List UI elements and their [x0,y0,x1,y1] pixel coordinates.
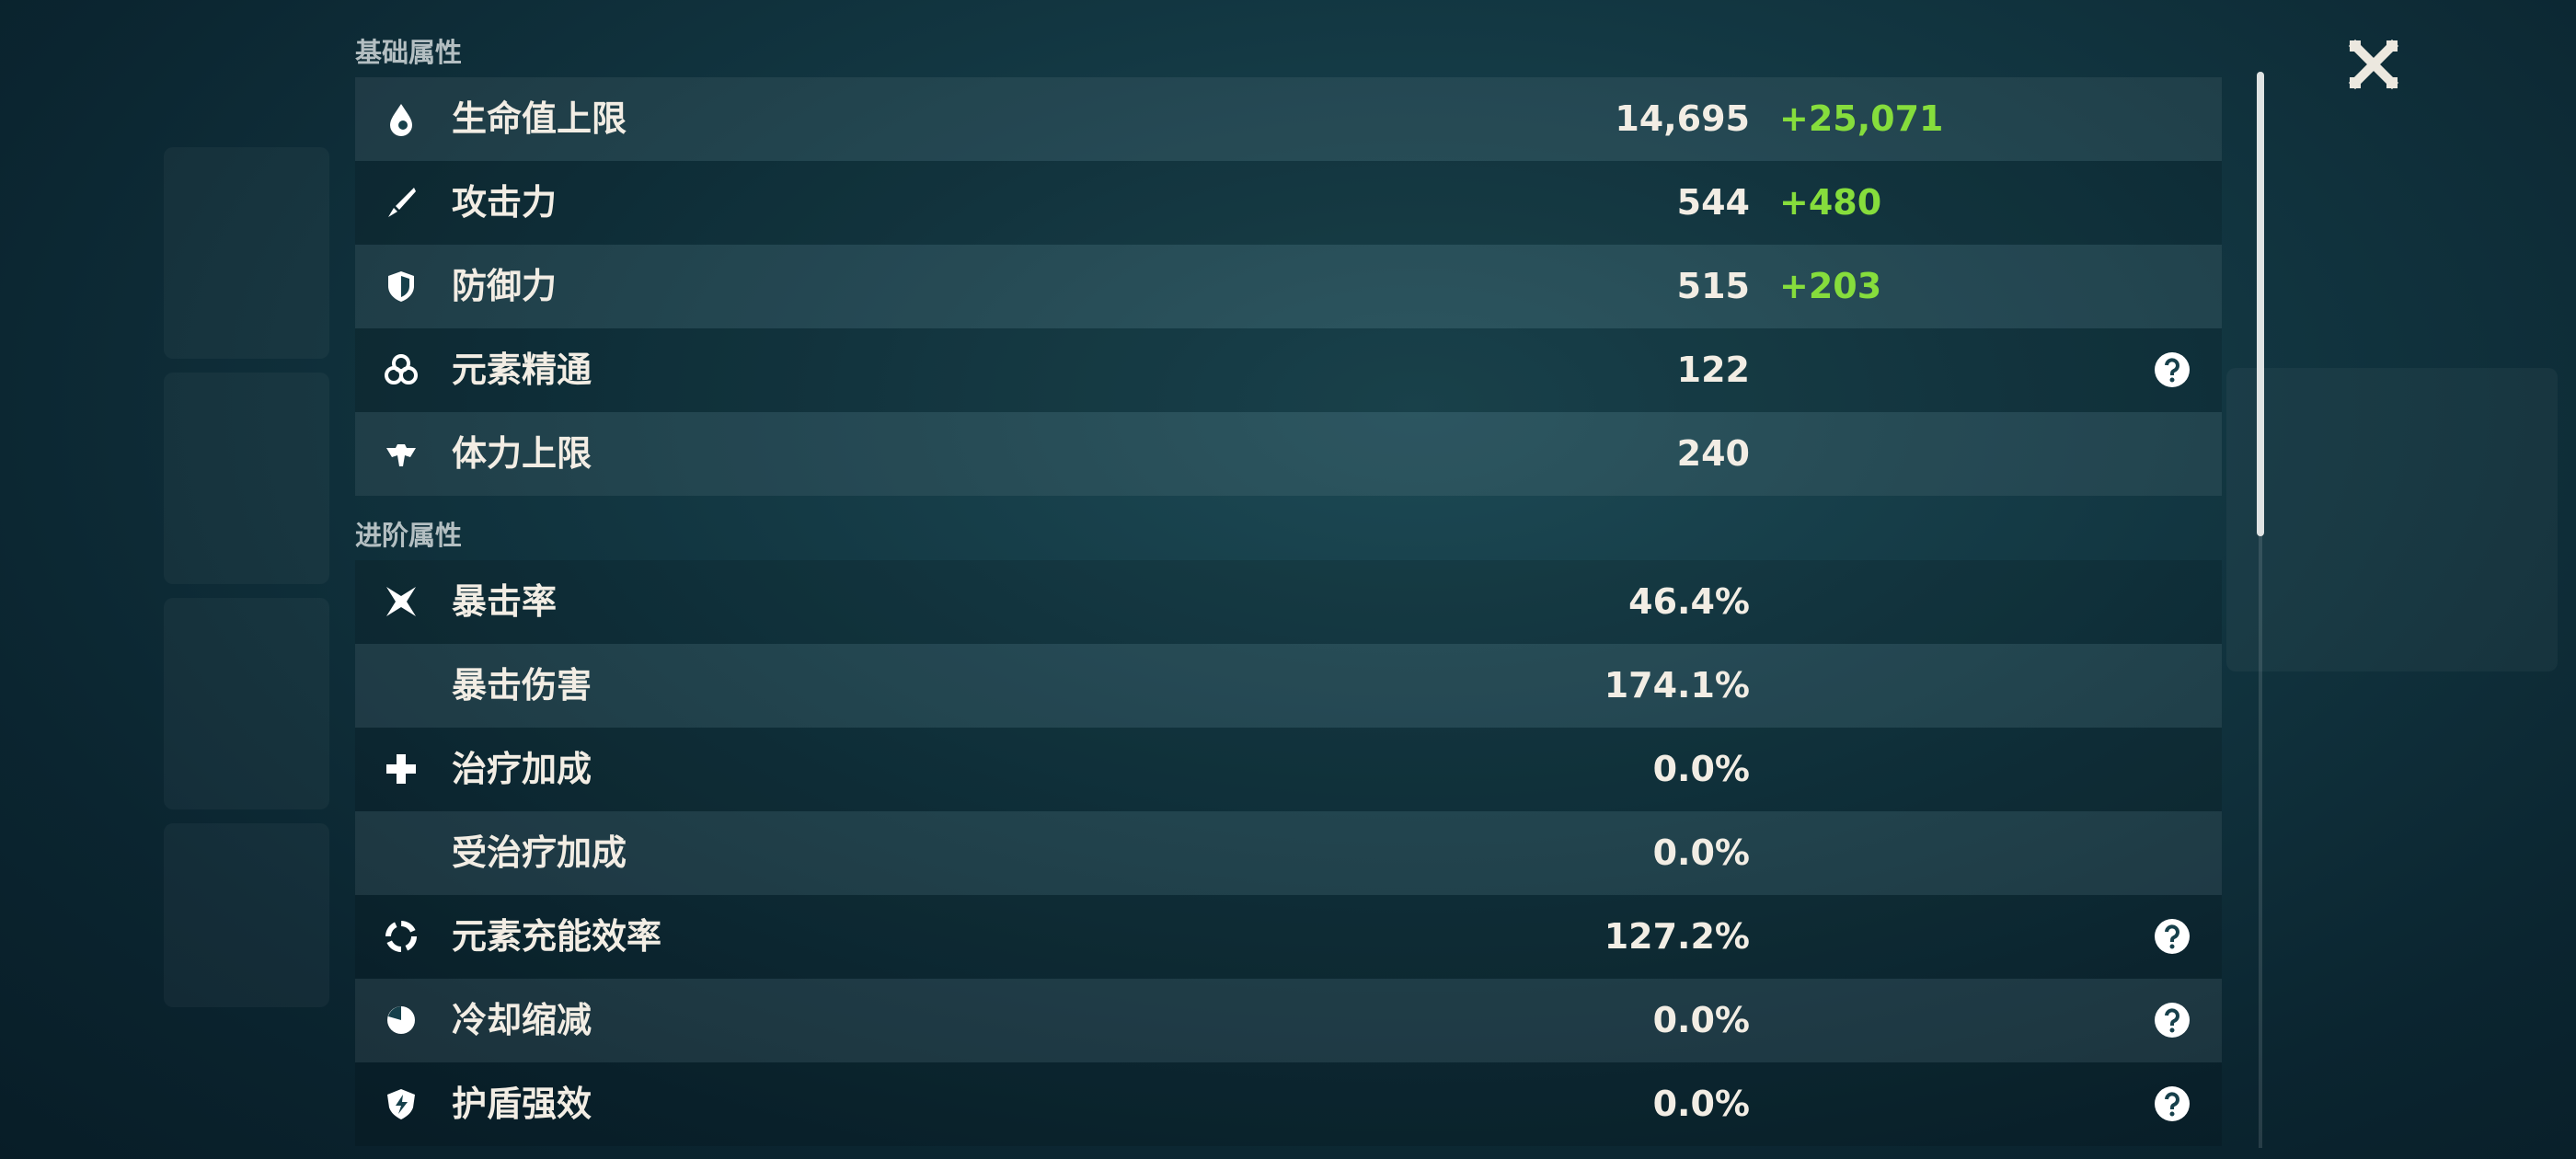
stat-row[interactable]: 生命值上限 14,695 +25,071 [355,77,2222,161]
stat-value: 127.2% [1604,916,1750,957]
stat-row[interactable]: 治疗加成 0.0% [355,728,2222,811]
stat-label: 攻击力 [452,182,558,223]
stat-value: 515 [1676,266,1750,306]
help-button[interactable] [2154,351,2191,388]
stat-value: 0.0% [1652,832,1750,873]
stat-value: 0.0% [1652,1000,1750,1040]
stat-value: 544 [1676,182,1750,223]
bg-card [164,147,329,359]
bg-card [164,823,329,1007]
stat-label: 体力上限 [452,433,592,474]
stat-label: 受治疗加成 [452,832,627,873]
def-icon [388,271,414,302]
stat-label: 元素充能效率 [452,916,662,957]
stat-row[interactable]: 冷却缩减 0.0% [355,979,2222,1062]
hp-icon [390,104,412,136]
er-icon [385,921,417,952]
stamina-icon [386,444,416,466]
bg-panel [2226,368,2558,671]
stat-value: 240 [1676,433,1750,474]
stat-value: 174.1% [1604,665,1750,706]
stat-value: 14,695 [1615,98,1750,139]
stat-bonus: +25,071 [1779,98,1944,139]
stat-label: 护盾强效 [452,1084,592,1124]
stat-row[interactable]: 暴击率 46.4% [355,560,2222,644]
section-title: 基础属性 [355,37,463,68]
stat-label: 暴击伤害 [452,665,592,706]
stat-value: 122 [1676,350,1750,390]
stat-row[interactable]: 暴击伤害 174.1% [355,644,2222,728]
heal-icon [386,754,416,784]
stat-section: 进阶属性暴击率 46.4% 暴击伤害 174.1% 治疗加成 0.0% 受治疗加成 0.0% 元… [355,511,2222,1146]
stat-section: 基础属性生命值上限 14,695 +25,071 攻击力 544 +480 防御力 515 +2… [355,28,2222,496]
stat-label: 暴击率 [452,581,558,622]
stat-row[interactable]: 受治疗加成 0.0% [355,811,2222,895]
stat-label: 治疗加成 [452,749,592,789]
stat-row[interactable]: 护盾强效 0.0% [355,1062,2222,1146]
stat-label: 元素精通 [452,350,592,390]
help-button[interactable] [2154,1085,2191,1122]
cd-icon [387,1006,415,1034]
stat-row[interactable]: 元素充能效率 127.2% [355,895,2222,979]
stat-label: 生命值上限 [452,98,627,139]
help-button[interactable] [2154,1002,2191,1039]
scroll-track [2259,72,2262,1148]
stat-bonus: +203 [1779,266,1882,306]
close-button[interactable] [2346,37,2401,92]
atk-icon [388,188,416,217]
scrollbar[interactable] [2257,72,2264,536]
bg-card [164,598,329,809]
crit-icon [386,587,416,616]
stat-label: 防御力 [452,266,558,306]
stat-row[interactable]: 防御力 515 +203 [355,245,2222,328]
section-title: 进阶属性 [355,520,463,551]
shield-icon [387,1089,415,1119]
stat-row[interactable]: 攻击力 544 +480 [355,161,2222,245]
stat-bonus: +480 [1779,182,1882,223]
stat-value: 46.4% [1628,581,1750,622]
stat-row[interactable]: 体力上限 240 [355,412,2222,496]
stat-row[interactable]: 元素精通 122 [355,328,2222,412]
stat-label: 冷却缩减 [452,1000,592,1040]
help-button[interactable] [2154,918,2191,955]
stat-value: 0.0% [1652,1084,1750,1124]
stat-value: 0.0% [1652,749,1750,789]
em-icon [385,354,418,384]
bg-card [164,373,329,584]
stats-panel: 基础属性生命值上限 14,695 +25,071 攻击力 544 +480 防御力 515 +2… [355,28,2222,1146]
